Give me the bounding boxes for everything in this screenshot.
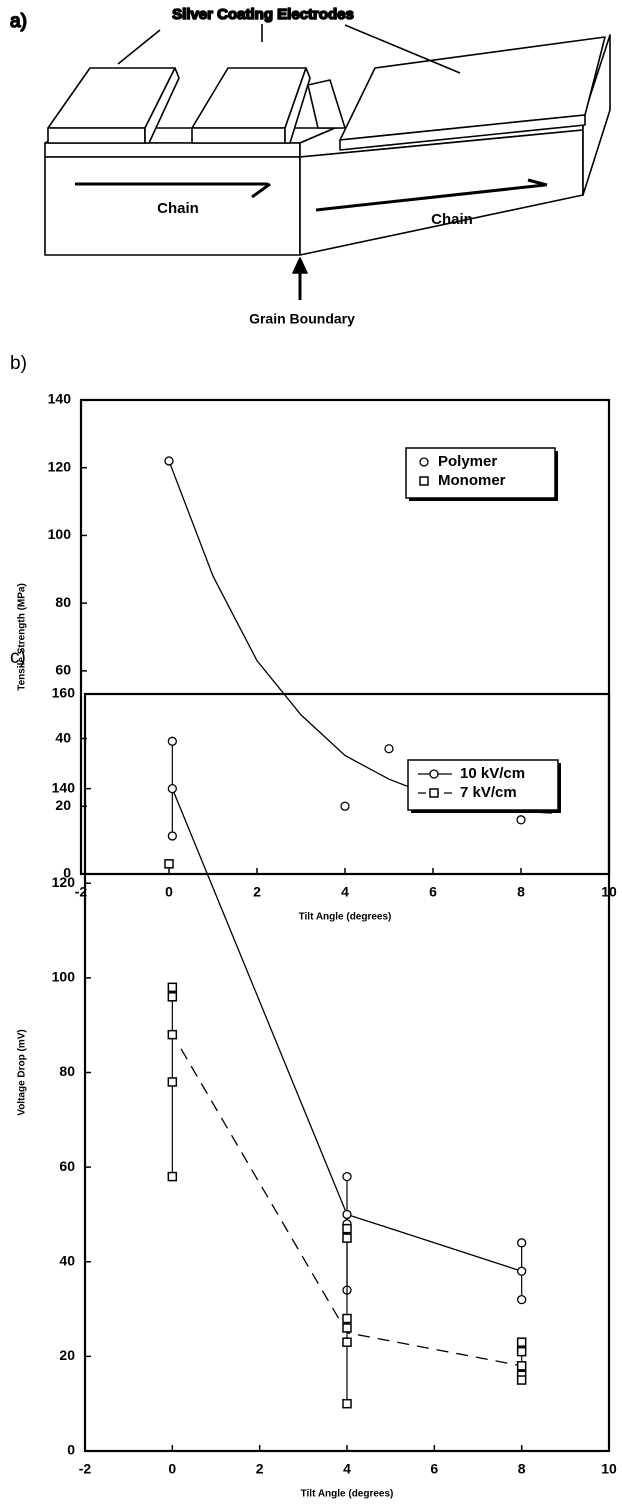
marker xyxy=(167,831,177,841)
y-tick-label: 20 xyxy=(59,1347,75,1363)
x-tick-label: 10 xyxy=(601,1461,617,1477)
y-tick-label: 0 xyxy=(63,865,71,881)
marker xyxy=(340,801,350,811)
chain-arrow-head xyxy=(527,178,548,187)
panel-label: c) xyxy=(10,647,26,668)
x-axis-title: Tilt Angle (degrees) xyxy=(301,1489,394,1500)
marker xyxy=(516,815,526,825)
legend-label: 7 kV/cm xyxy=(460,784,517,801)
y-axis-title: Voltage Drop (mV) xyxy=(17,1029,28,1115)
marker xyxy=(516,1346,527,1357)
legend-box xyxy=(407,759,559,811)
y-tick-label: 80 xyxy=(55,594,71,610)
y-tick-label: 100 xyxy=(48,526,72,542)
marker xyxy=(167,783,177,794)
marker xyxy=(164,859,174,869)
legend-marker xyxy=(419,457,429,467)
panel-label: b) xyxy=(10,353,27,374)
x-tick-label: 4 xyxy=(341,884,349,900)
marker xyxy=(342,1209,352,1220)
marker xyxy=(516,1361,527,1371)
y-tick-label: 40 xyxy=(59,1252,75,1268)
legend-marker xyxy=(429,769,439,779)
y-tick-label: 0 xyxy=(67,1442,75,1458)
x-tick-label: 4 xyxy=(343,1461,351,1477)
marker xyxy=(167,982,178,993)
marker xyxy=(342,1313,352,1324)
y-tick-label: 100 xyxy=(52,969,76,985)
legend-shadow xyxy=(558,763,561,813)
y-tick-label: 140 xyxy=(48,391,72,407)
pointer xyxy=(117,29,161,65)
panel-label: a) xyxy=(10,11,27,32)
marker xyxy=(516,1375,527,1385)
y-tick-label: 60 xyxy=(59,1158,75,1174)
marker xyxy=(167,736,177,746)
y-tick-label: 120 xyxy=(48,458,72,474)
chain-label: Chain xyxy=(431,211,473,228)
boundary-label: Grain Boundary xyxy=(249,311,355,327)
legend-label: Monomer xyxy=(438,472,506,489)
legend-marker xyxy=(429,788,439,798)
legend-shadow xyxy=(411,810,561,813)
marker xyxy=(517,1238,527,1248)
x-tick-label: 2 xyxy=(253,884,261,900)
x-tick-label: 0 xyxy=(165,884,173,900)
boundary-arrow-head xyxy=(292,257,308,274)
x-tick-label: 0 xyxy=(168,1461,176,1477)
legend-marker xyxy=(419,476,429,486)
marker xyxy=(517,1294,527,1305)
marker xyxy=(167,1029,178,1040)
right-end xyxy=(582,34,611,196)
marker xyxy=(517,1266,527,1276)
legend-label: Polymer xyxy=(438,453,497,470)
chain-label: Chain xyxy=(157,200,199,217)
chain-arrow-head xyxy=(251,182,271,199)
y-tick-label: 20 xyxy=(55,797,71,813)
marker xyxy=(167,1171,178,1182)
marker xyxy=(164,456,174,466)
electrode-side xyxy=(284,67,311,144)
marker xyxy=(342,1323,352,1333)
y-tick-label: 160 xyxy=(52,685,76,701)
x-tick-label: 8 xyxy=(517,884,525,900)
marker xyxy=(167,992,178,1002)
electrode-front xyxy=(339,114,586,151)
x-tick-label: 6 xyxy=(430,1461,438,1477)
marker xyxy=(342,1398,352,1409)
x-tick-label: -2 xyxy=(79,1461,92,1477)
electrode-small xyxy=(307,79,346,129)
marker xyxy=(384,744,394,754)
x-tick-label: 6 xyxy=(429,884,437,900)
electrode-front xyxy=(47,127,146,144)
electrode-front xyxy=(191,127,286,144)
marker xyxy=(342,1233,352,1243)
legend-shadow xyxy=(555,451,558,501)
marker xyxy=(342,1223,352,1234)
y-tick-label: 40 xyxy=(55,729,71,745)
legend-label: 10 kV/cm xyxy=(460,765,525,782)
marker xyxy=(167,1077,178,1087)
y-tick-label: 140 xyxy=(52,779,76,795)
marker xyxy=(342,1337,352,1347)
y-tick-label: 60 xyxy=(55,662,71,678)
y-tick-label: 120 xyxy=(52,874,76,890)
left-layer xyxy=(44,142,301,158)
chain-arrow xyxy=(315,183,546,212)
y-axis-title: Tensile Strength (MPa) xyxy=(17,583,28,691)
pointer xyxy=(344,24,461,74)
electrode-side xyxy=(144,67,180,144)
x-tick-label: 8 xyxy=(518,1461,526,1477)
marker xyxy=(516,1337,527,1347)
x-tick-label: 2 xyxy=(256,1461,264,1477)
marker xyxy=(342,1171,352,1182)
diagram: a) Silver Coating Electrodes Chain Chain… xyxy=(9,5,611,327)
legend-shadow xyxy=(409,498,558,501)
electrodes-label: Silver Coating Electrodes xyxy=(172,6,354,23)
y-tick-label: 80 xyxy=(59,1063,75,1079)
x-axis-title: Tilt Angle (degrees) xyxy=(299,912,392,923)
